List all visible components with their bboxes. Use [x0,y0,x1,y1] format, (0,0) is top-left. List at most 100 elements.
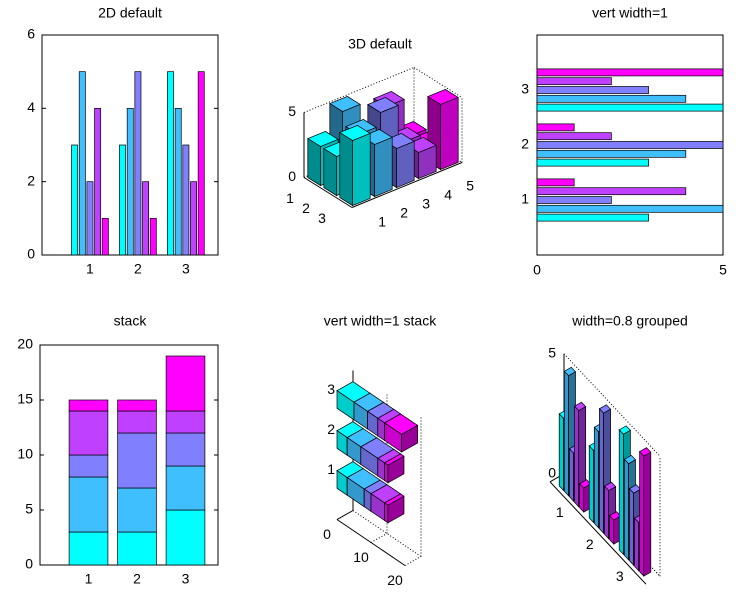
grid-line [404,556,422,566]
y-tick-label: 2 [521,136,529,152]
bar-face [588,444,594,524]
y-tick-label: 3 [521,81,529,97]
bar-segment [165,432,206,467]
bar-face [579,482,585,514]
x-axis-line [351,162,463,208]
bar-face [352,132,371,207]
bar-segment [117,432,157,489]
bar-segment [117,399,157,412]
z-tick-label: 5 [288,103,296,119]
bar [536,123,575,132]
bar-face [643,451,652,577]
bar-face [593,426,599,529]
x-tick-label: 20 [387,572,403,588]
bar [190,181,197,256]
x-tick-label: 2 [134,261,142,277]
bar [119,144,126,256]
bar-face [307,137,321,187]
bar-face [339,131,353,207]
grid-line [303,67,415,113]
bar [536,86,649,94]
x-tick-label: 0 [533,262,541,278]
bar [167,71,174,256]
y-tick-label: 2 [302,200,310,216]
chart-title: 3D default [348,36,412,52]
bar-segment [68,476,109,533]
y-tick-label: 1 [327,461,335,477]
y-tick-label: 2 [27,172,35,188]
bar [149,217,157,256]
y-tick-label: 20 [17,336,33,352]
x-tick-label: 3 [182,261,190,277]
bar-face [599,407,604,535]
bar [339,125,371,207]
y-tick-label: 3 [318,210,326,226]
grid-line [370,533,388,543]
grid-line [336,510,354,520]
y-tick-label: 15 [17,391,33,407]
bar [197,71,205,256]
bar [536,94,687,103]
bar-face [623,458,629,561]
bar-segment [165,355,206,412]
bar [536,103,724,112]
chart-title: stack [114,313,148,329]
bar-face [604,485,610,540]
bar [536,68,724,77]
x-tick-label: 1 [85,571,93,587]
y-tick-label: 2 [327,421,335,437]
bar [134,71,142,256]
bar [536,196,612,204]
bar-face [374,136,393,198]
y-tick-label: 5 [25,501,33,517]
y-axis-line [303,177,353,208]
bar-segment [68,531,109,566]
bar [536,178,575,187]
x-tick-label: 1 [556,504,564,520]
bar-segment [165,410,206,434]
bar [142,181,150,256]
bar-segment [165,509,206,566]
bar [563,366,577,497]
x-tick-label: 2 [586,536,594,552]
bar [383,453,405,484]
x-tick-label: 2 [400,205,408,221]
bar-face [618,428,624,556]
bar-segment [117,410,157,434]
bar-face [609,514,615,546]
y-tick-label: 4 [27,99,35,115]
bar-segment [117,531,157,566]
y-tick-label: 3 [327,381,335,397]
bar-segment [68,454,109,478]
bar [71,144,79,256]
chart-title: width=0.8 grouped [571,313,688,329]
x-tick-label: 1 [378,214,386,230]
y-tick-label: 6 [27,26,35,42]
y-tick-label: 1 [521,191,529,207]
bar [536,77,612,86]
bar [383,493,405,524]
x-axis-line [549,481,647,585]
y-tick-label: 0 [27,246,35,262]
x-tick-label: 5 [466,178,474,194]
chart-title: vert width=1 [592,5,668,21]
bar-segment [68,410,109,456]
bar [536,204,724,213]
bar [78,71,86,256]
z-tick-label: 5 [548,345,556,361]
bar-segment [117,487,157,533]
z-tick-label: 0 [288,168,296,184]
bar-face [387,455,405,484]
bar [86,181,94,256]
bar-face [323,147,337,197]
y-tick-label: 1 [286,190,294,206]
x-tick-label: 5 [719,262,727,278]
bar [101,217,109,256]
x-tick-label: 10 [353,549,369,565]
x-tick-label: 3 [422,196,430,212]
bar-segment [68,399,109,412]
bar [174,107,182,256]
x-tick-label: 0 [323,526,331,542]
bar [536,158,649,167]
